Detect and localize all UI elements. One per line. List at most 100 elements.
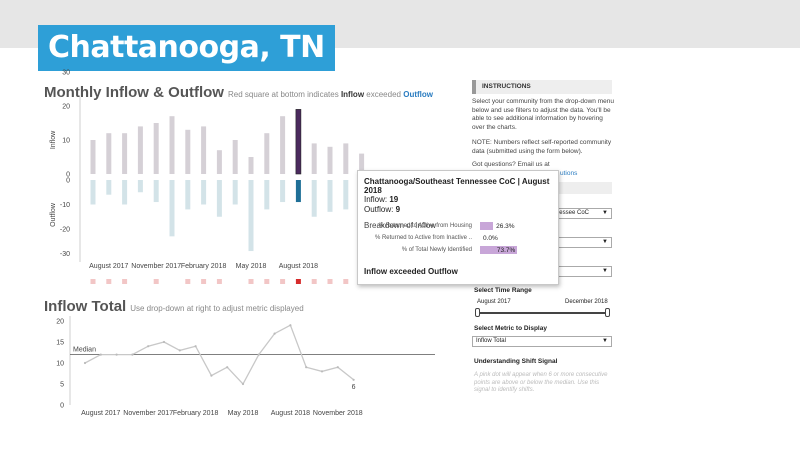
inflow-bar: [90, 140, 96, 174]
tooltip-row-value: 73.7%: [496, 247, 516, 254]
time-range-end-handle[interactable]: [605, 308, 610, 317]
tooltip-row-value: 26.3%: [496, 223, 515, 230]
outflow-bar: [106, 180, 112, 195]
inflow-total-point: [115, 353, 118, 356]
tooltip-footer: Inflow exceeded Outflow: [364, 267, 458, 276]
signal-square: [216, 279, 222, 284]
inflow-total-point: [83, 361, 87, 365]
tooltip-title: Chattanooga/Southeast Tennessee CoC | Au…: [364, 177, 550, 195]
inflow-bar: [153, 123, 159, 174]
inflow-total-point: [257, 353, 260, 356]
signal-square: [185, 279, 191, 284]
subtitle-mid: exceeded: [366, 90, 401, 99]
tooltip-row-label: % Returned to Active from Housing: [378, 223, 472, 229]
inflow-bar: [137, 126, 143, 174]
time-range-slider-track[interactable]: [478, 312, 608, 314]
inflow-bar: [327, 146, 333, 174]
outflow-tick-label: -20: [60, 227, 70, 234]
outflow-tick-label: -10: [60, 202, 70, 209]
inflow-total-tick-label: 15: [56, 340, 64, 347]
inflow-bar: [122, 133, 128, 174]
signal-square: [153, 279, 159, 284]
time-range-end: December 2018: [565, 299, 608, 305]
inflow-total-x-tick-label: August 2017: [81, 410, 120, 417]
monthly-chart-title: Monthly Inflow & Outflow Red square at bo…: [44, 84, 433, 101]
outflow-bar: [185, 180, 191, 210]
inflow-total-x-tick-label: August 2018: [271, 410, 310, 417]
subtitle-pre: Red square at bottom indicates: [227, 90, 339, 99]
inflow-total-point: [99, 353, 102, 356]
monthly-x-tick-label: February 2018: [181, 263, 227, 270]
inflow-total-point: [210, 374, 213, 377]
subtitle-inflow: Inflow: [340, 90, 365, 99]
metric-dropdown[interactable]: Inflow Total ▼: [472, 336, 612, 347]
outflow-bar: [295, 180, 301, 203]
outflow-bar: [327, 180, 333, 212]
inflow-total-point: [178, 349, 181, 352]
inflow-bar: [106, 133, 112, 174]
hover-tooltip: Chattanooga/Southeast Tennessee CoC | Au…: [357, 170, 559, 285]
inflow-total-x-tick-label: November 2017: [123, 410, 173, 417]
chevron-down-icon: ▼: [602, 338, 608, 344]
inflow-total-point: [131, 353, 134, 356]
tooltip-row-bar: [480, 222, 494, 230]
median-label: Median: [73, 347, 96, 354]
tooltip-inflow-value: 19: [389, 195, 399, 204]
tooltip-outflow: Outflow: 9: [364, 205, 552, 215]
outflow-bar: [280, 180, 286, 203]
signal-square: [201, 279, 207, 284]
inflow-total-last-value: 6: [352, 384, 356, 391]
inflow-total-point: [305, 366, 308, 369]
monthly-x-tick-label: May 2018: [236, 263, 267, 270]
outflow-bar: [90, 180, 96, 205]
inflow-total-x-tick-label: May 2018: [228, 410, 259, 417]
inflow-total-point: [241, 382, 245, 386]
instructions-link[interactable]: utions: [560, 170, 578, 177]
signal-square: [295, 279, 301, 284]
monthly-title-text: Monthly Inflow & Outflow: [44, 84, 224, 101]
monthly-x-tick-label: August 2017: [89, 263, 128, 270]
monthly-x-tick-label: August 2018: [279, 263, 318, 270]
inflow-bar: [264, 133, 270, 174]
metric-label: Select Metric to Display: [474, 325, 547, 332]
inflow-total-point: [352, 378, 355, 381]
community-value: nessee CoC: [555, 210, 589, 216]
inflow-total-point: [194, 345, 197, 348]
time-range-start-handle[interactable]: [475, 308, 480, 317]
chevron-down-icon: ▼: [602, 210, 608, 216]
inflow-tick-label: 0: [66, 172, 70, 179]
signal-square: [311, 279, 317, 284]
outflow-axis-label: Outflow: [50, 202, 57, 227]
tooltip-outflow-value: 9: [395, 205, 401, 214]
signal-square: [280, 279, 286, 284]
signal-square: [106, 279, 112, 284]
inflow-bar: [280, 116, 286, 174]
inflow-total-tick-label: 5: [60, 382, 64, 389]
tooltip-row-value: 0.0%: [483, 235, 498, 242]
tooltip-breakdown-heading: Breakdown of Inflow: [364, 221, 437, 230]
inflow-total-tick-label: 10: [56, 361, 64, 368]
chevron-down-icon: ▼: [602, 268, 608, 274]
time-range-start: August 2017: [477, 299, 511, 305]
signal-square: [343, 279, 349, 284]
inflow-total-point: [289, 324, 292, 327]
outflow-tick-label: -30: [60, 251, 70, 258]
inflow-bar: [248, 157, 254, 174]
inflow-total-point: [320, 370, 324, 373]
tooltip-outflow-label: Outflow:: [364, 205, 394, 214]
instructions-heading: INSTRUCTIONS: [472, 80, 612, 94]
outflow-bar: [153, 180, 159, 203]
monthly-subtitle: Red square at bottom indicates Inflow ex…: [228, 90, 433, 99]
page-title: Chattanooga, TN: [38, 25, 335, 71]
tooltip-inflow: Inflow: 19: [364, 195, 552, 205]
tooltip-inflow-label: Inflow:: [364, 195, 388, 204]
inflow-total-title: Inflow Total Use drop-down at right to ad…: [44, 298, 304, 315]
inflow-total-point: [226, 366, 229, 369]
inflow-bar: [359, 153, 365, 174]
inflow-total-line: [84, 324, 355, 386]
inflow-bar: [343, 143, 349, 174]
inflow-total-point: [162, 340, 166, 344]
outflow-bar: [264, 180, 270, 210]
inflow-tick-label: 20: [62, 104, 70, 111]
outflow-bar: [232, 180, 238, 205]
